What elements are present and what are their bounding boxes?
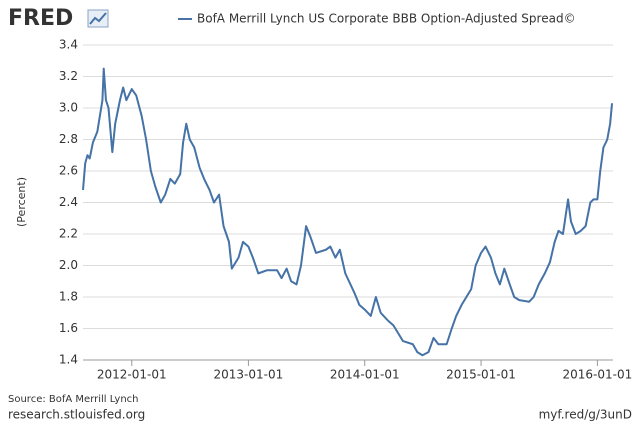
x-tick-label: 2012-01-01 — [97, 368, 167, 382]
source: Source: BofA Merrill Lynch — [8, 394, 139, 405]
site: research.stlouisfed.org — [8, 408, 145, 422]
x-tick-label: 2015-01-01 — [446, 368, 516, 382]
y-axis-label: (Percent) — [15, 177, 28, 227]
logo: FRED — [8, 6, 73, 31]
y-tick-label: 3.0 — [59, 101, 78, 115]
x-tick-label: 2014-01-01 — [330, 368, 400, 382]
y-tick-label: 2.2 — [59, 227, 78, 241]
short-link: myf.red/g/3unD — [539, 408, 632, 422]
y-tick-label: 2.8 — [59, 132, 78, 146]
y-tick-label: 2.4 — [59, 195, 78, 209]
y-tick-label: 2.0 — [59, 258, 78, 272]
y-tick-label: 1.8 — [59, 290, 78, 304]
y-tick-label: 3.4 — [59, 38, 78, 52]
x-tick-label: 2013-01-01 — [214, 368, 284, 382]
logo-icon — [87, 9, 109, 28]
legend-label: BofA Merrill Lynch US Corporate BBB Opti… — [197, 12, 576, 26]
y-tick-label: 1.4 — [59, 353, 78, 367]
y-tick-label: 2.6 — [59, 164, 78, 178]
data-line — [82, 67, 614, 357]
y-tick-label: 3.2 — [59, 69, 78, 83]
y-tick-label: 1.6 — [59, 321, 78, 335]
x-tick-label: 2016-01-01 — [563, 368, 633, 382]
